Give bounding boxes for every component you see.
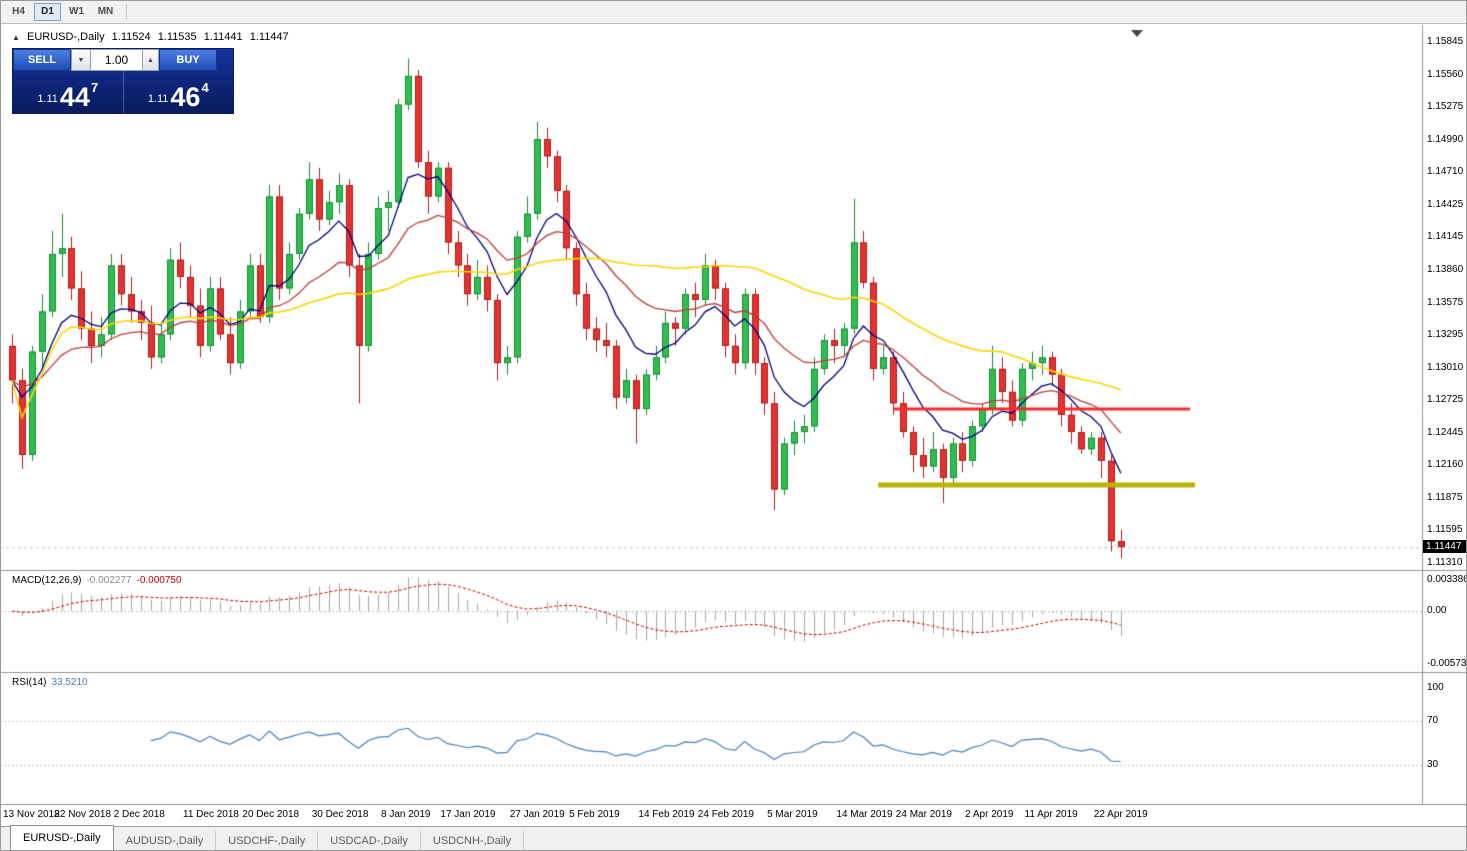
sell-price[interactable]: 1.11 44 7 <box>13 71 124 113</box>
buy-price[interactable]: 1.11 46 4 <box>124 71 234 113</box>
price-axis-label: 1.14990 <box>1427 134 1464 146</box>
date-label: 5 Mar 2019 <box>767 809 818 820</box>
tab-usdcnh[interactable]: USDCNH-,Daily <box>421 831 525 851</box>
chart-header: ▲ EURUSD-,Daily 1.11524 1.11535 1.11441 … <box>12 31 293 43</box>
rsi-name: RSI(14) <box>12 677 47 688</box>
ohlc-high: 1.11535 <box>157 31 197 43</box>
macd-axis-label: 0.00 <box>1427 605 1447 617</box>
ohlc-open: 1.11524 <box>111 31 151 43</box>
date-label: 22 Nov 2018 <box>54 809 112 820</box>
date-label: 14 Feb 2019 <box>638 809 695 820</box>
buy-price-sup: 4 <box>201 80 209 95</box>
tab-usdchf[interactable]: USDCHF-,Daily <box>216 831 319 851</box>
price-axis-label: 1.14710 <box>1427 166 1464 178</box>
date-label: 8 Jan 2019 <box>381 809 431 820</box>
buy-price-prefix: 1.11 <box>147 93 169 105</box>
date-label: 13 Nov 2018 <box>3 809 60 820</box>
macd-title: MACD(12,26,9) -0.002277 -0.000750 <box>12 575 182 586</box>
collapse-triangle-icon[interactable]: ▲ <box>12 33 20 42</box>
price-axis-label: 1.13010 <box>1427 361 1464 373</box>
one-click-trading-panel: SELL ▼ ▲ BUY 1.11 44 7 1.11 46 4 <box>12 48 234 114</box>
date-label: 20 Dec 2018 <box>242 809 300 820</box>
date-label: 2 Apr 2019 <box>965 809 1014 820</box>
tab-audusd[interactable]: AUDUSD-,Daily <box>114 831 217 851</box>
price-axis-label: 1.12725 <box>1427 394 1464 406</box>
date-label: 11 Dec 2018 <box>183 809 239 820</box>
date-label: 24 Mar 2019 <box>895 809 952 820</box>
date-label: 22 Apr 2019 <box>1093 809 1148 820</box>
date-label: 27 Jan 2019 <box>509 809 565 820</box>
rsi-axis-label: 30 <box>1427 759 1439 770</box>
macd-main-value: -0.002277 <box>86 575 132 586</box>
rsi-axis-label: 70 <box>1427 715 1439 726</box>
timeframe-button-d1[interactable]: D1 <box>34 2 61 21</box>
timeframe-button-w1[interactable]: W1 <box>63 2 90 21</box>
sell-button[interactable]: SELL <box>13 49 71 71</box>
price-axis-label: 1.14145 <box>1427 231 1464 243</box>
tab-eurusd[interactable]: EURUSD-,Daily <box>10 825 114 851</box>
chart-tabbar: EURUSD-,Daily AUDUSD-,Daily USDCHF-,Daily U… <box>0 825 1467 851</box>
macd-axis-label: -0.005737 <box>1427 658 1467 669</box>
sell-price-big: 44 <box>59 81 90 112</box>
price-axis-label: 1.13295 <box>1427 328 1464 340</box>
price-axis-label: 1.15845 <box>1427 36 1464 47</box>
ohlc-close: 1.11447 <box>249 31 289 43</box>
price-axis-label: 1.14425 <box>1427 199 1464 211</box>
timeframe-button-mn[interactable]: MN <box>92 2 119 21</box>
current-price-tag: 1.11447 <box>1423 540 1466 554</box>
date-label: 17 Jan 2019 <box>440 809 496 820</box>
price-axis-label: 1.13575 <box>1427 296 1464 308</box>
date-label: 30 Dec 2018 <box>311 809 369 820</box>
rsi-axis-label: 100 <box>1427 682 1444 693</box>
price-axis-label: 1.15275 <box>1427 101 1464 113</box>
macd-name: MACD(12,26,9) <box>12 575 82 586</box>
rsi-title: RSI(14) 33.5210 <box>12 677 88 688</box>
date-label: 14 Mar 2019 <box>836 809 893 820</box>
date-label: 24 Feb 2019 <box>697 809 754 820</box>
timeframe-toolbar: H4 D1 W1 MN <box>0 0 1467 24</box>
sell-price-sup: 7 <box>90 80 99 95</box>
price-axis-label: 1.11595 <box>1427 524 1463 536</box>
price-axis-label: 1.15560 <box>1427 68 1464 80</box>
macd-axis-label: 0.003386 <box>1427 574 1467 585</box>
rsi-value: 33.5210 <box>51 677 88 688</box>
price-axis-label: 1.11310 <box>1427 557 1463 568</box>
price-axis-label: 1.13860 <box>1427 264 1464 276</box>
tab-usdcad[interactable]: USDCAD-,Daily <box>318 831 421 851</box>
date-label: 11 Apr 2019 <box>1024 809 1078 820</box>
price-axis-label: 1.12445 <box>1427 426 1464 438</box>
macd-signal-value: -0.000750 <box>136 575 182 586</box>
buy-price-big: 46 <box>170 81 201 112</box>
volume-input[interactable] <box>91 49 143 71</box>
toolbar-separator <box>126 3 127 20</box>
price-axis-label: 1.11875 <box>1427 492 1463 504</box>
ohlc-low: 1.11441 <box>203 31 243 43</box>
volume-up-icon[interactable]: ▲ <box>143 49 159 71</box>
chart-symbol: EURUSD-,Daily <box>26 31 105 43</box>
timeframe-button-h4[interactable]: H4 <box>5 2 32 21</box>
date-label: 5 Feb 2019 <box>569 809 620 820</box>
date-label: 2 Dec 2018 <box>113 809 165 820</box>
sell-price-prefix: 1.11 <box>37 93 58 105</box>
price-axis-label: 1.12160 <box>1427 459 1464 471</box>
volume-dropdown-icon[interactable]: ▼ <box>71 49 91 71</box>
buy-button[interactable]: BUY <box>159 49 217 71</box>
